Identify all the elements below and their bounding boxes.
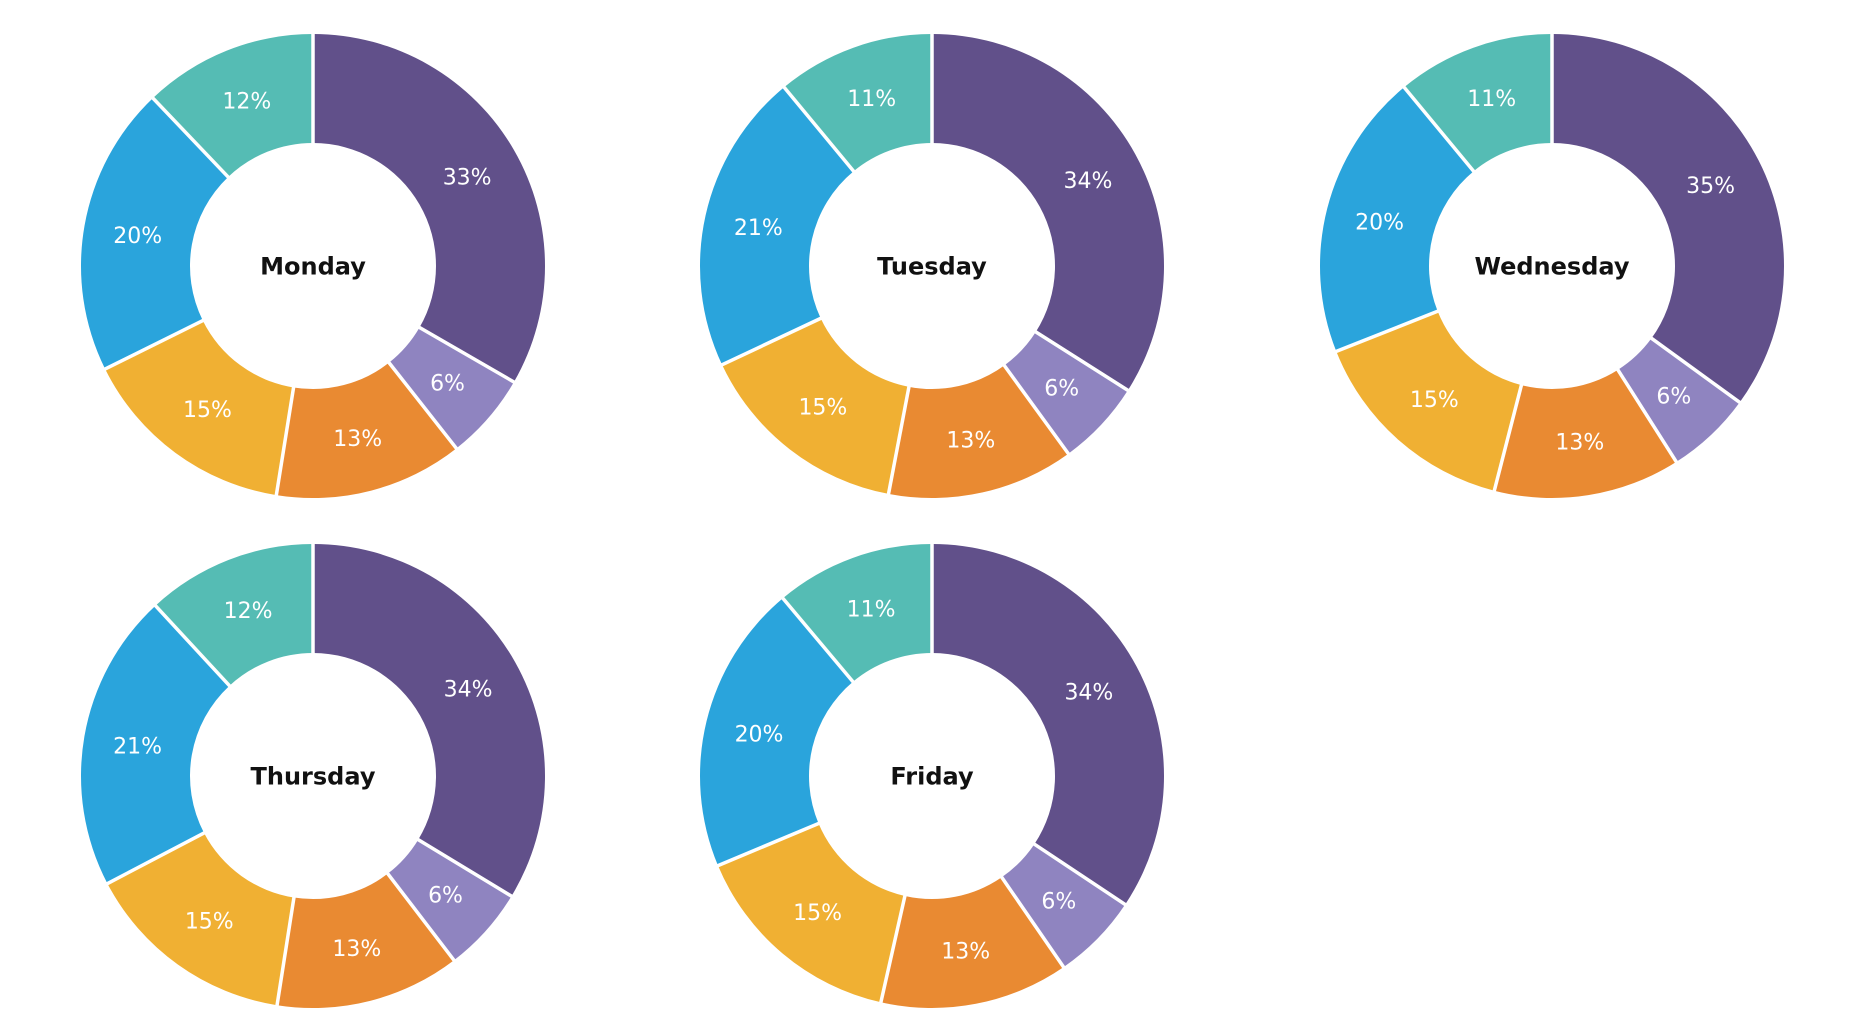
slice-separator — [1402, 85, 1477, 174]
slice-label: 15% — [798, 395, 847, 420]
slice-teal-segment — [784, 34, 932, 172]
slice-label: 6% — [1041, 890, 1076, 915]
slice-separator — [1615, 367, 1679, 464]
slice-blue-segment — [80, 605, 230, 884]
slice-label: 6% — [1044, 377, 1079, 402]
slice-label: 34% — [1064, 169, 1113, 194]
donut-chart-thursday: 34% 6% 13% 15% 21% 12% Thursday — [80, 543, 545, 1008]
slice-separator — [103, 318, 206, 372]
slice-orange-segment — [276, 362, 457, 498]
slice-orange-segment — [880, 877, 1064, 1008]
slice-purple-segment — [313, 34, 545, 382]
slice-blue-segment — [1320, 87, 1474, 352]
donut-chart-friday: 34% 6% 13% 15% 20% 11% Friday — [700, 543, 1164, 1008]
slice-amber-segment — [105, 320, 294, 496]
slice-label: 11% — [847, 87, 896, 112]
slice-label: 21% — [734, 216, 783, 241]
slice-label: 12% — [222, 89, 271, 114]
slice-blue-segment — [700, 87, 854, 365]
slice-orange-segment — [277, 873, 454, 1008]
slice-amber-segment — [722, 318, 909, 494]
slice-label: 20% — [113, 224, 162, 249]
chart-title: Wednesday — [1474, 252, 1629, 280]
slice-label: 20% — [735, 723, 784, 748]
slice-label: 34% — [1064, 681, 1113, 706]
slice-separator — [416, 324, 516, 385]
slice-label: 6% — [430, 371, 465, 396]
slice-light-purple-segment — [1617, 338, 1740, 462]
slice-blue-segment — [80, 98, 229, 370]
slice-label: 11% — [847, 597, 896, 622]
slice-separator — [780, 596, 856, 685]
slice-separator — [1001, 362, 1071, 456]
slice-orange-segment — [1494, 369, 1677, 498]
slice-separator — [1334, 308, 1441, 354]
donut-chart-tuesday: 34% 6% 13% 15% 21% 11% Tuesday — [700, 33, 1164, 499]
slice-light-purple-segment — [1004, 331, 1128, 454]
slice-amber-segment — [718, 823, 905, 1003]
slice-label: 13% — [332, 937, 381, 962]
chart-title: Friday — [890, 762, 974, 790]
slice-label: 15% — [185, 909, 234, 934]
slice-blue-segment — [700, 598, 853, 866]
slice-amber-segment — [107, 833, 294, 1006]
slice-amber-segment — [1336, 311, 1522, 491]
slice-label: 12% — [224, 599, 273, 624]
slice-teal-segment — [782, 544, 932, 682]
slice-teal-segment — [152, 34, 313, 177]
slice-teal-segment — [155, 544, 313, 686]
slice-label: 13% — [941, 939, 990, 964]
slice-label: 15% — [1410, 388, 1459, 413]
slice-label: 15% — [183, 398, 232, 423]
slice-separator — [1492, 382, 1524, 493]
slice-light-purple-segment — [389, 327, 514, 449]
slice-separator — [1033, 329, 1130, 393]
donut-chart-wednesday: 35% 6% 13% 15% 20% 11% Wednesday — [1320, 33, 1784, 498]
slice-separator — [716, 821, 822, 868]
slice-label: 13% — [1555, 431, 1604, 456]
slice-label: 33% — [443, 166, 492, 191]
slice-separator — [385, 871, 456, 963]
slice-separator — [105, 830, 207, 886]
slice-light-purple-segment — [387, 839, 512, 961]
slice-separator — [1648, 335, 1742, 405]
slice-purple-segment — [1552, 34, 1784, 403]
slice-label: 6% — [1656, 384, 1691, 409]
slice-separator — [415, 837, 514, 899]
slice-purple-segment — [313, 544, 545, 897]
slice-label: 21% — [113, 734, 162, 759]
chart-title: Monday — [260, 252, 366, 280]
slice-separator — [275, 895, 296, 1007]
slice-label: 13% — [946, 428, 995, 453]
slice-separator — [878, 893, 908, 1004]
slice-separator — [274, 385, 296, 497]
slice-separator — [386, 360, 459, 451]
chart-title: Tuesday — [877, 252, 987, 280]
slice-label: 6% — [428, 884, 463, 909]
chart-title: Thursday — [251, 762, 376, 790]
slice-label: 11% — [1467, 87, 1516, 112]
slice-purple-segment — [932, 544, 1164, 905]
slice-label: 34% — [444, 677, 493, 702]
slice-orange-segment — [888, 365, 1069, 499]
slice-separator — [153, 603, 233, 689]
donut-chart-monday: 33% 6% 13% 15% 20% 12% Monday — [80, 33, 545, 498]
slice-separator — [886, 384, 912, 496]
slice-teal-segment — [1404, 34, 1552, 172]
slice-separator — [150, 96, 231, 180]
slice-label: 15% — [793, 901, 842, 926]
slice-purple-segment — [932, 34, 1164, 391]
slice-light-purple-segment — [1001, 844, 1126, 968]
slice-label: 13% — [333, 427, 382, 452]
slice-separator — [999, 874, 1066, 969]
slice-separator — [1031, 841, 1127, 907]
slice-label: 35% — [1686, 174, 1735, 199]
slice-separator — [782, 85, 857, 174]
slice-label: 20% — [1355, 210, 1404, 235]
slice-separator — [720, 315, 824, 367]
